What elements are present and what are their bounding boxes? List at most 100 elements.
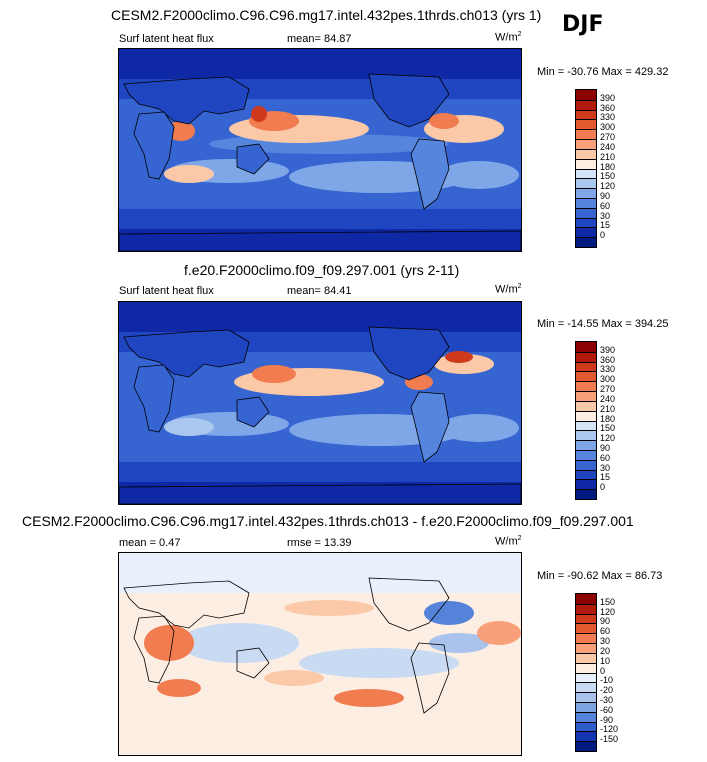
- colorbar-tick-label: -10: [600, 675, 614, 686]
- panel2-units: W/m2: [495, 283, 522, 296]
- colorbar-tick-label: 20: [600, 645, 611, 656]
- colorbar-tick-label: 270: [600, 132, 616, 143]
- colorbar-cell: [576, 741, 596, 751]
- colorbar-cell: [576, 731, 596, 742]
- colorbar-cell: [576, 178, 596, 189]
- colorbar-tick-label: 270: [600, 384, 616, 395]
- colorbar-cell: [576, 361, 596, 372]
- colorbar-tick-label: 390: [600, 92, 616, 103]
- colorbar-tick-label: 0: [600, 665, 606, 676]
- colorbar-cell: [576, 449, 596, 460]
- colorbar-tick-label: 60: [600, 200, 611, 211]
- panel2-map-field: [119, 302, 521, 504]
- panel1-units: W/m2: [495, 31, 522, 44]
- colorbar-cell: [576, 440, 596, 450]
- colorbar-cell: [576, 197, 596, 208]
- panel3-minmax: Min = -90.62 Max = 86.73: [537, 570, 663, 582]
- colorbar-tick-label: 90: [600, 190, 611, 201]
- colorbar-tick-label: 150: [600, 171, 616, 182]
- colorbar-tick-label: 330: [600, 364, 616, 375]
- colorbar-tick-label: 15: [600, 220, 611, 231]
- colorbar-cell: [576, 90, 596, 100]
- colorbar-tick-label: 90: [600, 616, 611, 627]
- colorbar-cell: [576, 99, 596, 110]
- colorbar-tick-label: 300: [600, 122, 616, 133]
- colorbar-tick-label: 150: [600, 596, 616, 607]
- panel1-minmax: Min = -30.76 Max = 429.32: [537, 66, 669, 78]
- panel1-map-field: [119, 49, 521, 251]
- colorbar-cell: [576, 469, 596, 480]
- panel3-title: CESM2.F2000climo.C96.C96.mg17.intel.432p…: [22, 513, 634, 529]
- colorbar-cell: [576, 217, 596, 228]
- panel3-colorbar: [575, 593, 597, 752]
- colorbar-cell: [576, 168, 596, 179]
- panel2-variable-label: Surf latent heat flux: [119, 285, 214, 297]
- colorbar-cell: [576, 701, 596, 712]
- colorbar-tick-label: 30: [600, 462, 611, 473]
- panel3-map-field: [119, 553, 521, 755]
- colorbar-cell: [576, 227, 596, 238]
- panel2-colorbar: [575, 341, 597, 500]
- colorbar-cell: [576, 692, 596, 702]
- colorbar-cell: [576, 207, 596, 218]
- colorbar-tick-label: 120: [600, 606, 616, 617]
- panel3-map: [118, 552, 522, 756]
- colorbar-tick-label: 390: [600, 344, 616, 355]
- colorbar-cell: [576, 119, 596, 130]
- panel1-map: [118, 48, 522, 252]
- colorbar-cell: [576, 633, 596, 644]
- colorbar-cell: [576, 623, 596, 634]
- colorbar-tick-label: 10: [600, 655, 611, 666]
- colorbar-tick-label: 60: [600, 452, 611, 463]
- colorbar-tick-label: 300: [600, 374, 616, 385]
- colorbar-tick-label: 15: [600, 472, 611, 483]
- panel2-colorbar-ticks: 390 360 330 300 270 240 210 180 150 120 90 60 30 15 0: [600, 341, 640, 498]
- colorbar-tick-label: 30: [600, 210, 611, 221]
- colorbar-cell: [576, 371, 596, 382]
- panel2-mean-label: mean= 84.41: [287, 285, 352, 297]
- colorbar-cell: [576, 489, 596, 499]
- colorbar-cell: [576, 643, 596, 653]
- colorbar-tick-label: -150: [600, 734, 619, 745]
- colorbar-cell: [576, 158, 596, 169]
- colorbar-tick-label: 0: [600, 230, 606, 241]
- colorbar-tick-label: 150: [600, 423, 616, 434]
- colorbar-cell: [576, 682, 596, 693]
- panel1-colorbar: [575, 89, 597, 248]
- colorbar-cell: [576, 479, 596, 490]
- panel2-minmax: Min = -14.55 Max = 394.25: [537, 318, 669, 330]
- colorbar-cell: [576, 148, 596, 159]
- panel3-units: W/m2: [495, 535, 522, 548]
- colorbar-cell: [576, 672, 596, 683]
- colorbar-tick-label: -60: [600, 704, 614, 715]
- colorbar-cell: [576, 139, 596, 149]
- panel2-title: f.e20.F2000climo.f09_f09.297.001 (yrs 2-…: [184, 262, 460, 278]
- colorbar-tick-label: 210: [600, 151, 616, 162]
- colorbar-cell: [576, 109, 596, 120]
- colorbar-tick-label: 360: [600, 354, 616, 365]
- colorbar-tick-label: 240: [600, 393, 616, 404]
- colorbar-cell: [576, 613, 596, 624]
- colorbar-tick-label: 180: [600, 161, 616, 172]
- colorbar-tick-label: -90: [600, 714, 614, 725]
- colorbar-cell: [576, 129, 596, 140]
- panel1-colorbar-ticks: 390 360 330 300 270 240 210 180 150 120 90 60 30 15 0: [600, 89, 640, 246]
- colorbar-cell: [576, 652, 596, 663]
- colorbar-tick-label: 90: [600, 442, 611, 453]
- colorbar-cell: [576, 342, 596, 352]
- colorbar-tick-label: 240: [600, 141, 616, 152]
- colorbar-cell: [576, 351, 596, 362]
- colorbar-tick-label: -30: [600, 694, 614, 705]
- colorbar-cell: [576, 711, 596, 722]
- panel2-map: [118, 301, 522, 505]
- colorbar-tick-label: 330: [600, 112, 616, 123]
- panel1-mean-label: mean= 84.87: [287, 33, 352, 45]
- colorbar-tick-label: 210: [600, 403, 616, 414]
- season-label: DJF: [562, 12, 604, 37]
- panel1-title: CESM2.F2000climo.C96.C96.mg17.intel.432p…: [111, 7, 542, 23]
- colorbar-cell: [576, 400, 596, 411]
- colorbar-cell: [576, 721, 596, 732]
- colorbar-cell: [576, 430, 596, 441]
- colorbar-cell: [576, 459, 596, 470]
- colorbar-tick-label: 60: [600, 626, 611, 637]
